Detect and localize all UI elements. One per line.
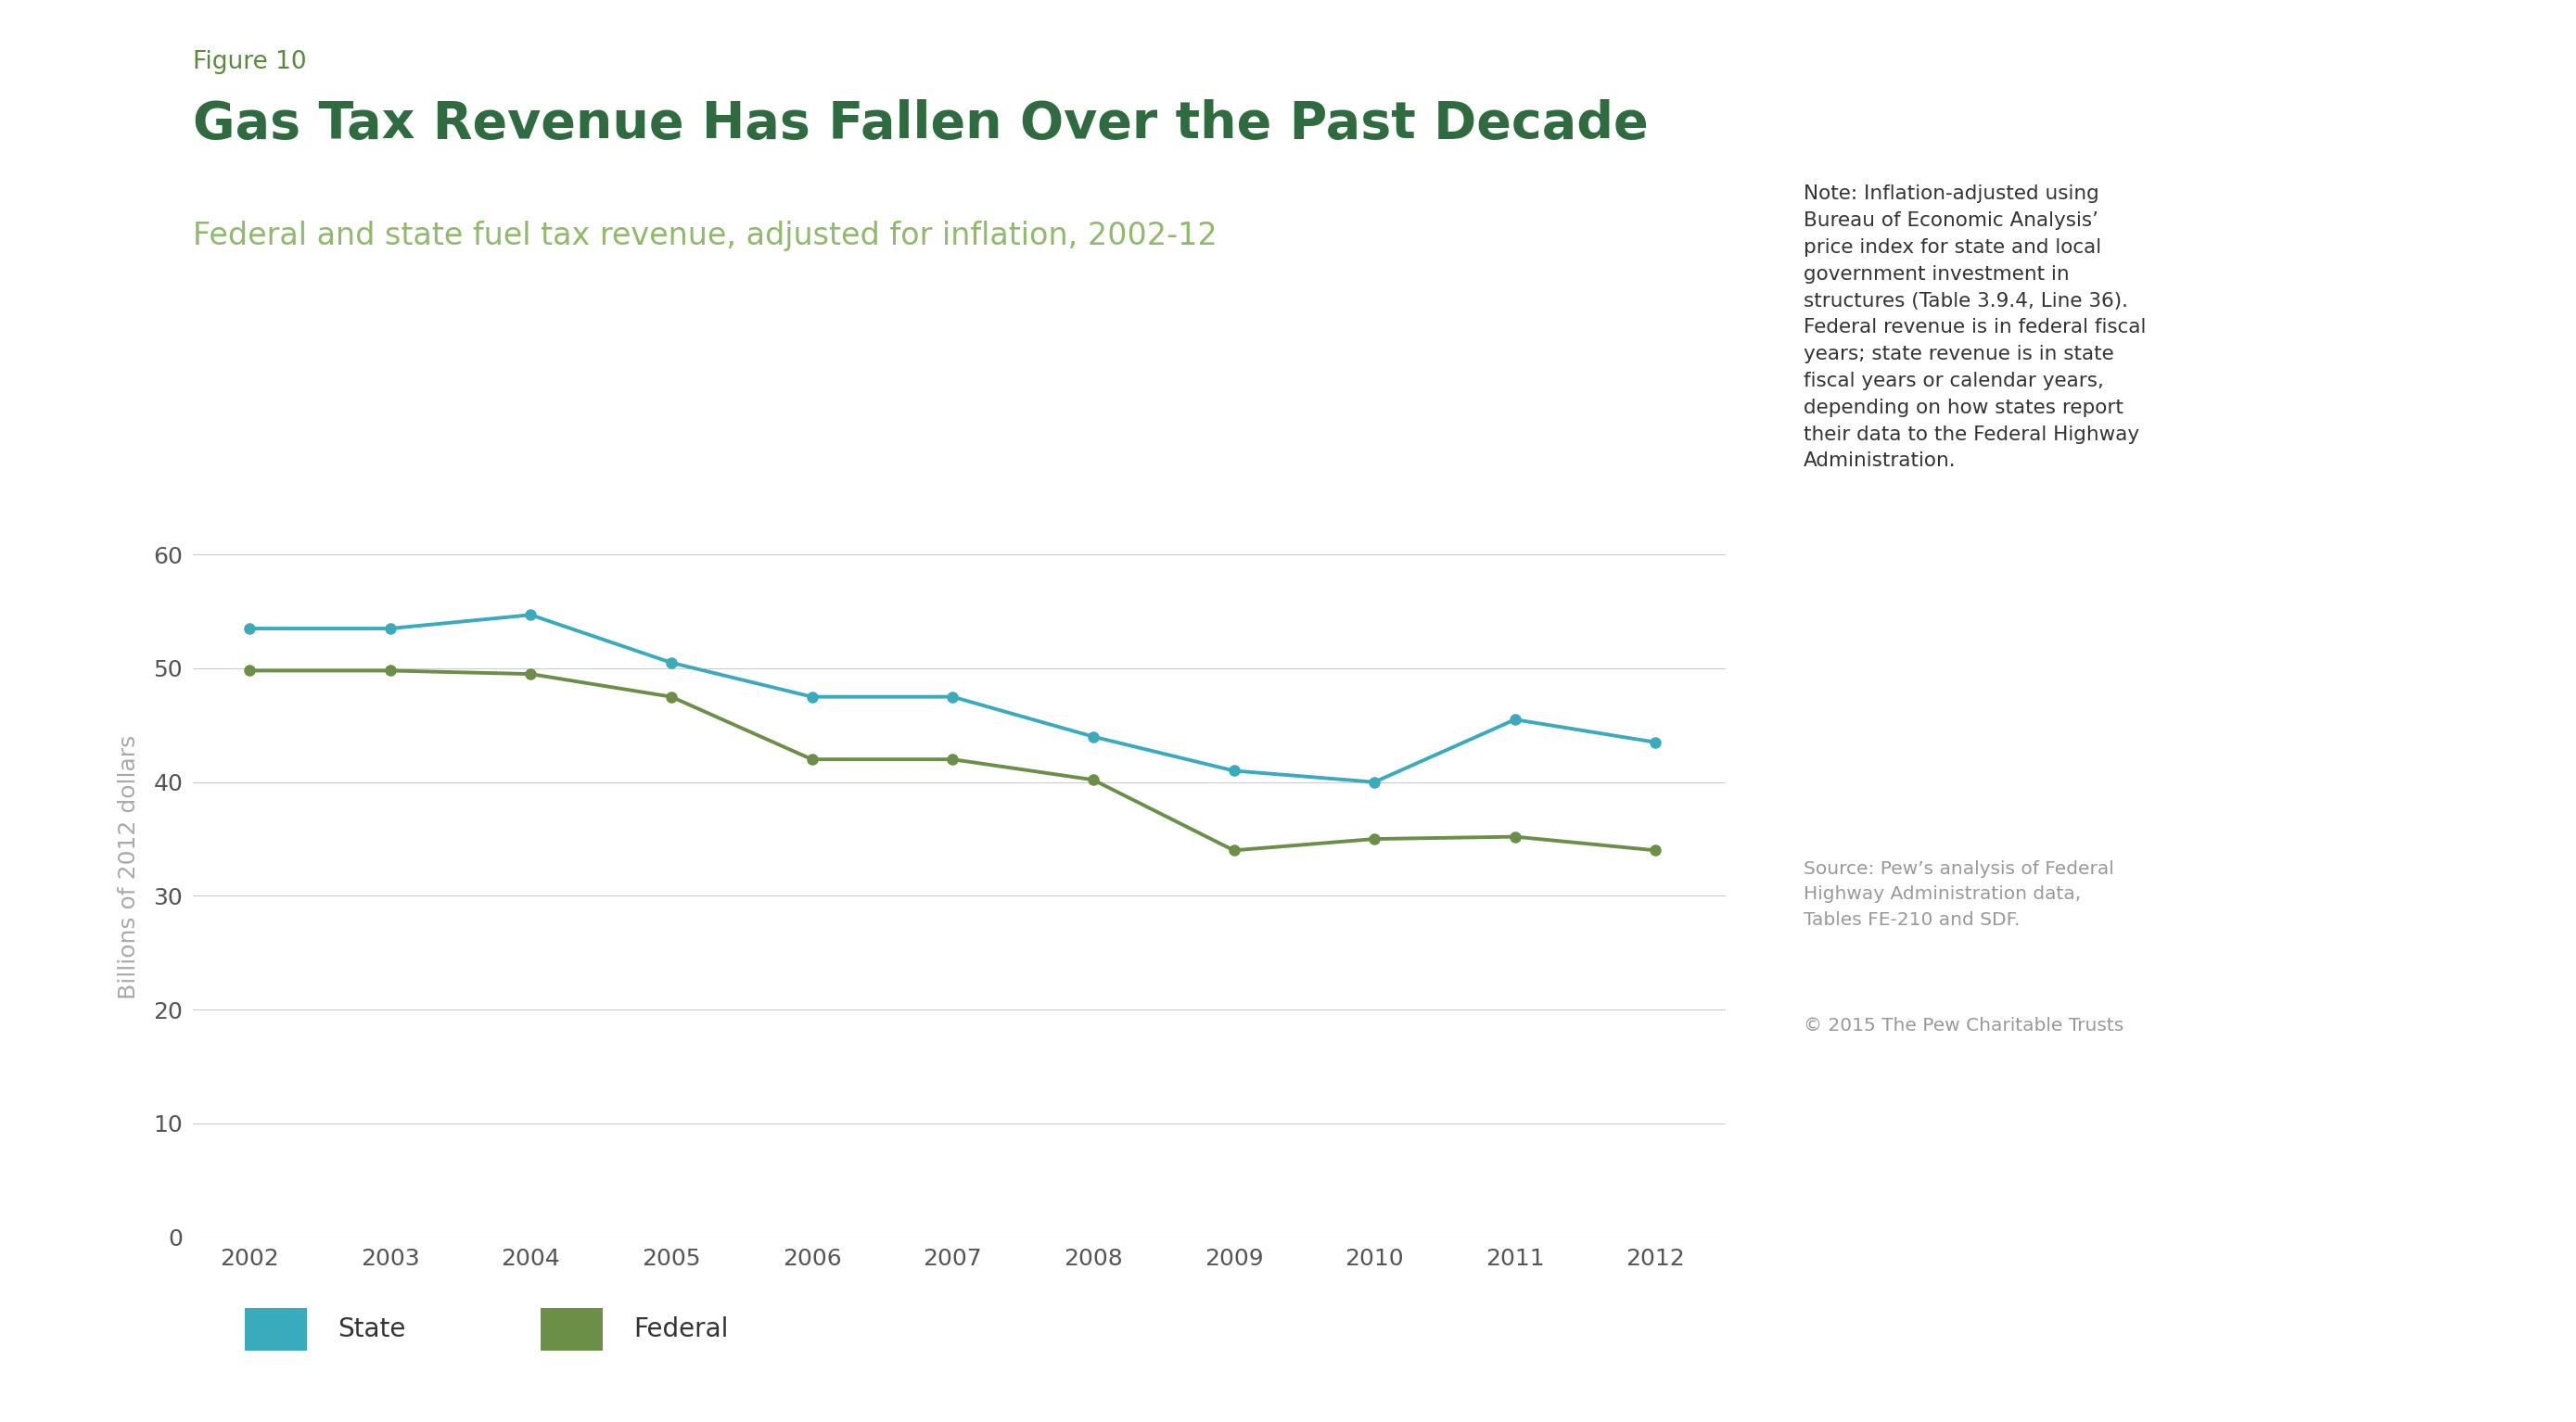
Text: Figure 10: Figure 10 [193, 50, 307, 74]
Text: State: State [337, 1317, 404, 1342]
Text: Federal and state fuel tax revenue, adjusted for inflation, 2002-12: Federal and state fuel tax revenue, adju… [193, 220, 1218, 252]
Text: Federal: Federal [634, 1317, 729, 1342]
Y-axis label: Billions of 2012 dollars: Billions of 2012 dollars [118, 735, 142, 1000]
Text: Gas Tax Revenue Has Fallen Over the Past Decade: Gas Tax Revenue Has Fallen Over the Past… [193, 100, 1649, 149]
Text: Note: Inflation-adjusted using
Bureau of Economic Analysis’
price index for stat: Note: Inflation-adjusted using Bureau of… [1803, 185, 2146, 471]
Text: © 2015 The Pew Charitable Trusts: © 2015 The Pew Charitable Trusts [1803, 1017, 2123, 1034]
Text: Source: Pew’s analysis of Federal
Highway Administration data,
Tables FE-210 and: Source: Pew’s analysis of Federal Highwa… [1803, 860, 2115, 929]
